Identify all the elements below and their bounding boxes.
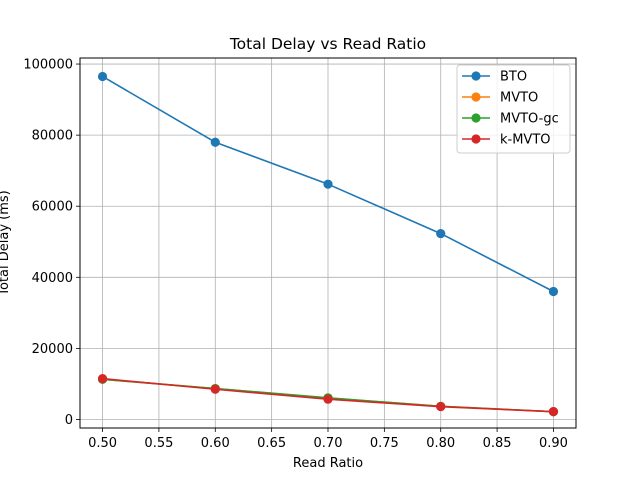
legend-item: MVTO [462,91,538,106]
x-tick-label: 0.60 [201,436,230,451]
legend-label: BTO [500,70,527,85]
legend-label: k-MVTO [500,133,551,148]
legend-item: BTO [462,70,527,85]
legend-box [456,64,571,154]
y-tick-label: 80000 [32,129,73,144]
series-bto [97,71,559,297]
data-point [210,384,220,394]
legend-marker [471,71,481,81]
data-point [548,407,559,417]
y-tick-label: 40000 [32,271,73,286]
chart-title: Total Delay vs Read Ratio [229,35,426,53]
y-axis: 0 20000 40000 60000 80000 100000 [23,58,80,428]
y-tick-label: 100000 [23,58,73,73]
legend-label: MVTO-gc [500,112,559,127]
series-layer [97,71,559,417]
data-point [436,228,446,239]
data-point [210,137,220,147]
x-tick-label: 0.55 [144,436,173,451]
x-axis: 0.50 0.55 0.60 0.65 0.70 0.75 0.80 0.85 0.90 [88,428,568,451]
y-tick-label: 0 [65,413,73,428]
x-tick-label: 0.50 [88,436,117,451]
data-point [97,71,108,82]
legend-marker [471,113,481,123]
x-tick-label: 0.80 [426,436,455,451]
x-tick-label: 0.85 [483,436,512,451]
data-point [323,394,333,404]
data-point [97,373,108,384]
data-point [436,402,446,412]
legend-label: MVTO [500,91,538,106]
x-tick-label: 0.70 [314,436,343,451]
legend-item: k-MVTO [462,133,551,148]
x-tick-label: 0.65 [257,436,286,451]
y-tick-label: 60000 [32,200,73,215]
legend-item: MVTO-gc [462,112,559,127]
legend-marker [471,134,481,144]
legend: BTO MVTO MVTO-gc k-MVTO [456,64,571,154]
data-point [548,286,559,297]
x-tick-label: 0.75 [370,436,399,451]
legend-marker [471,92,481,102]
data-point [323,179,333,189]
x-tick-label: 0.90 [539,436,568,451]
series-k-mvto [97,373,559,417]
y-tick-label: 20000 [32,342,73,357]
x-axis-label: Read Ratio [293,456,363,471]
y-axis-label: Total Delay (ms) [0,190,12,297]
